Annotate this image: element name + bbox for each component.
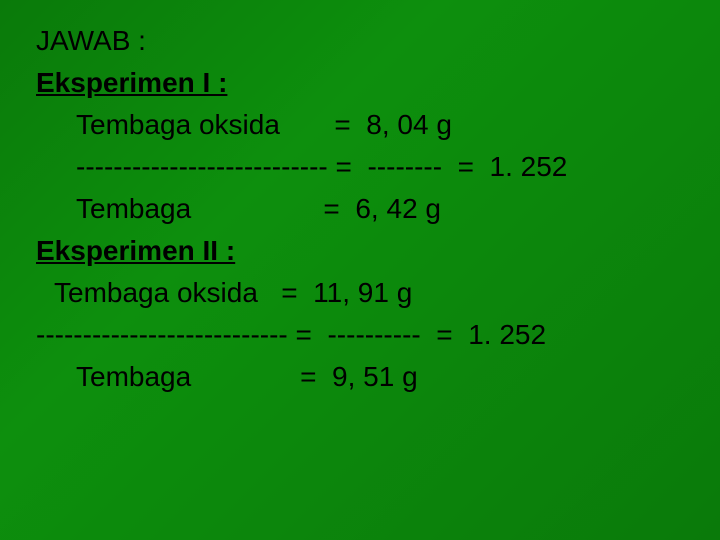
- exp1-title: Eksperimen I :: [36, 62, 684, 104]
- exp2-row2-dashes-left: ---------------------------: [36, 319, 288, 350]
- exp1-row3-label: Tembaga: [76, 193, 191, 224]
- heading-text: JAWAB :: [36, 25, 146, 56]
- exp1-row3: Tembaga = 6, 42 g: [36, 188, 684, 230]
- heading: JAWAB :: [36, 20, 684, 62]
- exp2-title: Eksperimen II :: [36, 230, 684, 272]
- exp2-row1-value: 11, 91 g: [313, 277, 412, 308]
- exp1-row3-value: 6, 42 g: [355, 193, 441, 224]
- exp1-row1-label: Tembaga oksida: [76, 109, 280, 140]
- exp1-row2-dashes-left: ---------------------------: [76, 151, 328, 182]
- exp2-row1-label: Tembaga oksida: [54, 277, 258, 308]
- slide-content: JAWAB : Eksperimen I : Tembaga oksida = …: [0, 0, 720, 418]
- exp1-row2: --------------------------- = -------- =…: [36, 146, 684, 188]
- exp1-row1: Tembaga oksida = 8, 04 g: [36, 104, 684, 146]
- exp2-row3-label: Tembaga: [76, 361, 191, 392]
- exp2-row2-dashes-right: ----------: [327, 319, 420, 350]
- exp1-row2-dashes-right: --------: [367, 151, 442, 182]
- exp1-row1-value: 8, 04 g: [366, 109, 452, 140]
- exp2-row2-result: 1. 252: [468, 319, 546, 350]
- exp2-row3-value: 9, 51 g: [332, 361, 418, 392]
- exp2-row3: Tembaga = 9, 51 g: [36, 356, 684, 398]
- exp2-row2: --------------------------- = ----------…: [36, 314, 684, 356]
- exp2-row1: Tembaga oksida = 11, 91 g: [36, 272, 684, 314]
- exp1-row2-result: 1. 252: [490, 151, 568, 182]
